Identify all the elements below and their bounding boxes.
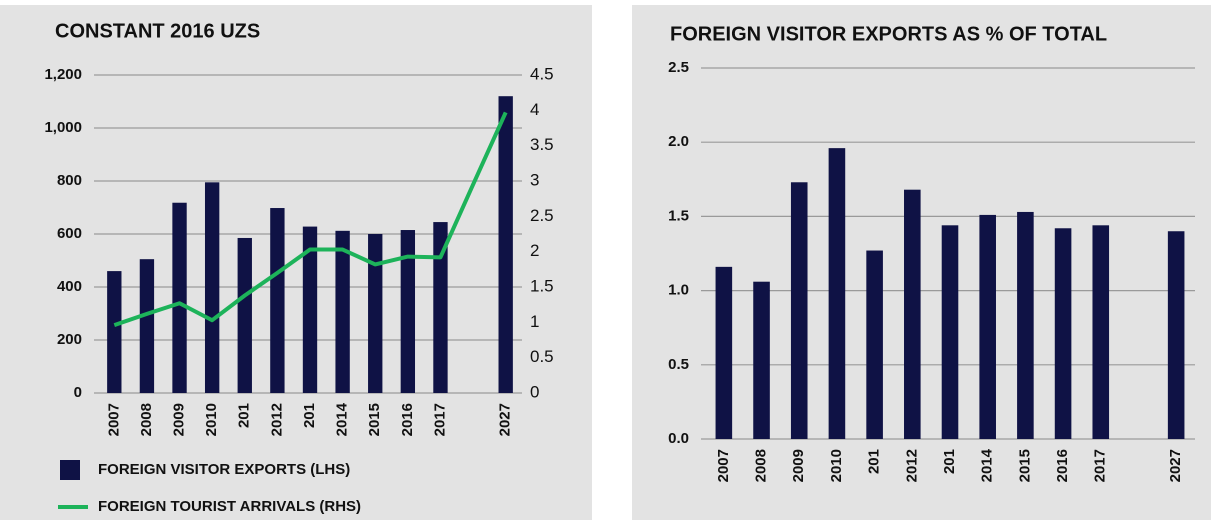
bar: [302, 226, 318, 393]
panel: [632, 5, 1211, 520]
bar: [237, 237, 252, 393]
legend-label: FOREIGN TOURIST ARRIVALS (RHS): [98, 498, 361, 515]
x-tick-label: 2015: [1016, 449, 1033, 482]
bar: [904, 189, 921, 439]
bar: [828, 148, 846, 440]
y-tick-label: 1.0: [668, 282, 689, 299]
y2-tick-label: 0.5: [530, 347, 554, 366]
bar: [400, 230, 416, 393]
bar: [433, 222, 448, 393]
legend-swatch: [60, 460, 80, 480]
bar: [1092, 225, 1110, 439]
bar: [498, 96, 513, 393]
y-tick-label: 400: [57, 278, 82, 295]
y-tick-label: 2.0: [668, 133, 689, 150]
x-tick-label: 201: [236, 403, 253, 428]
y-tick-label: 600: [57, 225, 82, 242]
x-tick-label: 2027: [1167, 449, 1184, 482]
x-tick-label: 2012: [268, 403, 285, 436]
y-tick-label: 1,200: [44, 66, 82, 83]
x-tick-label: 2009: [171, 403, 188, 436]
bar: [753, 281, 770, 439]
y2-tick-label: 1.5: [530, 276, 554, 295]
y-tick-label: 2.5: [668, 59, 689, 76]
y2-tick-label: 4: [530, 100, 539, 119]
legend-label: FOREIGN VISITOR EXPORTS (LHS): [98, 461, 350, 478]
bar: [790, 182, 808, 439]
x-tick-label: 2014: [334, 402, 351, 436]
bar: [172, 202, 187, 393]
x-tick-label: 2016: [1054, 449, 1071, 482]
y-tick-label: 0: [74, 384, 82, 401]
y2-tick-label: 3: [530, 170, 539, 189]
chart-title: CONSTANT 2016 UZS: [55, 20, 260, 42]
y-tick-label: 1,000: [44, 119, 82, 136]
bar: [139, 259, 155, 393]
y-tick-label: 0.5: [668, 356, 689, 373]
bar: [941, 225, 959, 439]
bar: [1054, 228, 1072, 439]
x-tick-label: 2015: [366, 403, 383, 436]
bar: [335, 230, 350, 393]
bar: [368, 234, 383, 393]
bar: [866, 250, 883, 439]
x-tick-label: 2009: [790, 449, 807, 482]
y2-tick-label: 3.5: [530, 135, 554, 154]
x-tick-label: 2012: [903, 449, 920, 482]
bar: [270, 208, 285, 393]
x-tick-label: 2010: [203, 403, 220, 436]
x-tick-label: 2010: [828, 449, 845, 482]
x-tick-label: 2008: [138, 403, 155, 436]
bar: [107, 271, 122, 393]
x-tick-label: 201: [866, 449, 883, 474]
x-tick-label: 2007: [715, 449, 732, 482]
x-tick-label: 2008: [753, 449, 770, 482]
bar: [1167, 231, 1185, 439]
chart-title: FOREIGN VISITOR EXPORTS AS % OF TOTAL: [670, 23, 1107, 45]
x-tick-label: 2027: [497, 403, 514, 436]
bar: [979, 214, 996, 439]
bar: [1017, 211, 1034, 439]
y2-tick-label: 4.5: [530, 64, 554, 83]
bar: [715, 266, 733, 439]
line: [113, 111, 508, 328]
panel: [0, 5, 592, 520]
y-tick-label: 0.0: [668, 430, 689, 447]
x-tick-label: 201: [941, 449, 958, 474]
x-tick-label: 2017: [1092, 449, 1109, 482]
x-tick-label: 201: [301, 403, 318, 428]
y-tick-label: 800: [57, 172, 82, 189]
y2-tick-label: 2.5: [530, 206, 554, 225]
x-tick-label: 2007: [105, 403, 122, 436]
y2-tick-label: 2: [530, 241, 539, 260]
x-tick-label: 2017: [431, 403, 448, 436]
bar: [204, 182, 220, 393]
x-tick-label: 2014: [979, 448, 996, 482]
x-tick-label: 2016: [399, 403, 416, 436]
y-tick-label: 200: [57, 331, 82, 348]
y2-tick-label: 0: [530, 382, 539, 401]
y-tick-label: 1.5: [668, 207, 689, 224]
y2-tick-label: 1: [530, 312, 539, 331]
